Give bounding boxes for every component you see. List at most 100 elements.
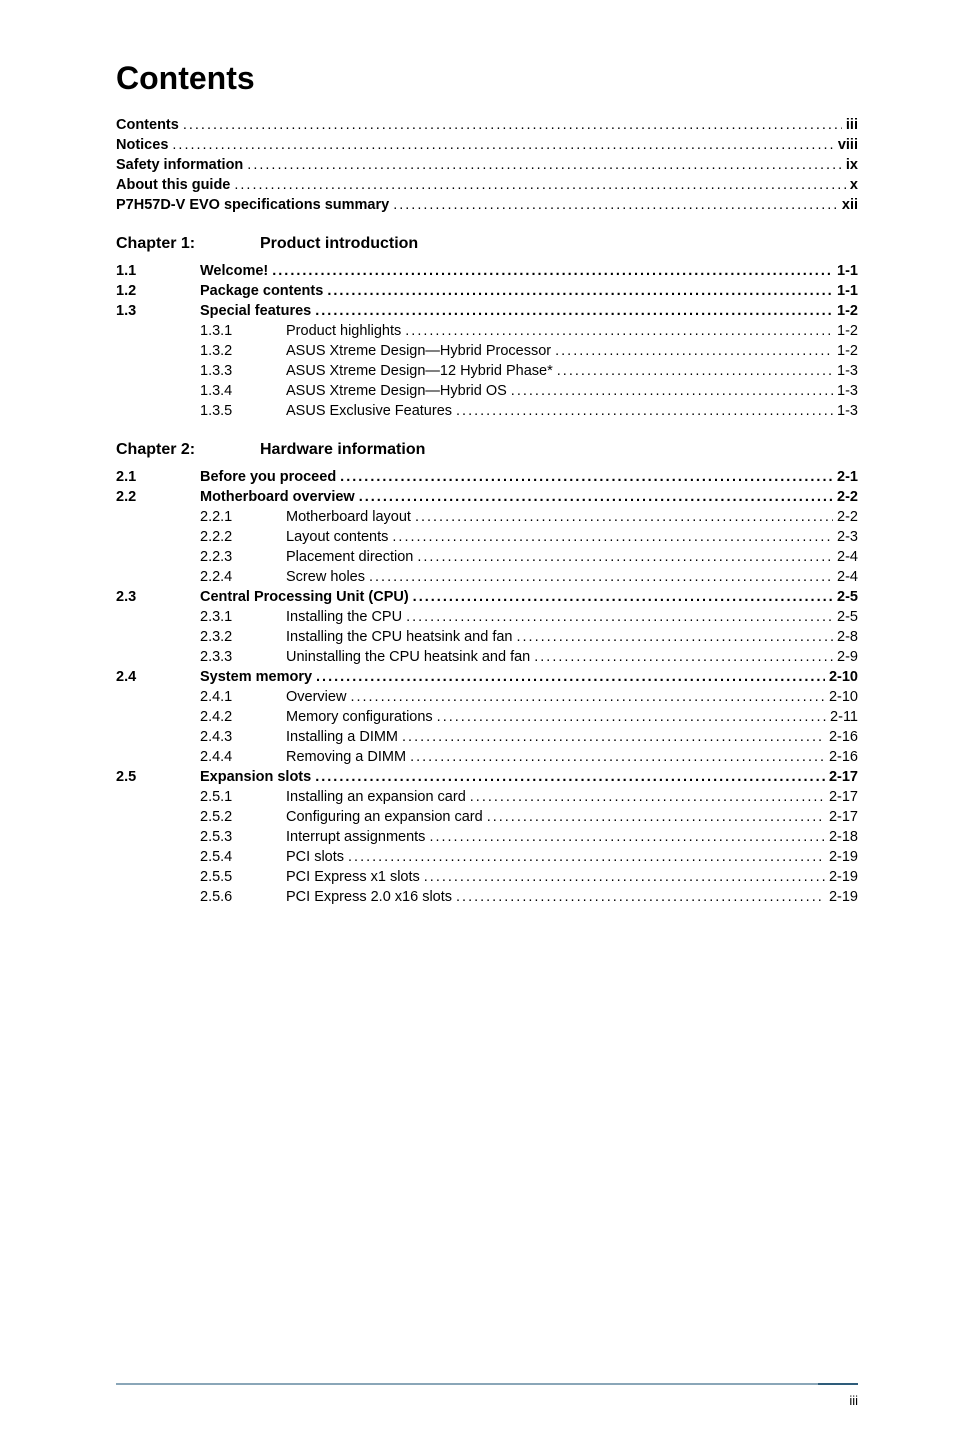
- leader-dots: [350, 689, 825, 705]
- subsection-number: 2.5.1: [200, 789, 286, 805]
- section-page: 2-2: [837, 489, 858, 505]
- front-matter-row: About this guidex: [116, 177, 858, 193]
- subsection-row: 1.3.5ASUS Exclusive Features1-3: [116, 403, 858, 419]
- toc-page: viii: [838, 137, 858, 153]
- subsection-number: 2.4.3: [200, 729, 286, 745]
- toc-label: Contents: [116, 117, 179, 133]
- subsection-number: 2.5.4: [200, 849, 286, 865]
- leader-dots: [487, 809, 825, 825]
- subsection-page: 2-19: [829, 869, 858, 885]
- subsection-number: 2.5.5: [200, 869, 286, 885]
- subsection-row: 2.5.4PCI slots 2-19: [116, 849, 858, 865]
- leader-dots: [415, 509, 833, 525]
- section-title: Before you proceed: [200, 469, 336, 485]
- toc-label: P7H57D-V EVO specifications summary: [116, 197, 389, 213]
- section-page: 1-1: [837, 283, 858, 299]
- leader-dots: [359, 489, 833, 505]
- section-title: Motherboard overview: [200, 489, 355, 505]
- section-title: System memory: [200, 669, 312, 685]
- section-page: 2-5: [837, 589, 858, 605]
- subsection-page: 2-8: [837, 629, 858, 645]
- section-title: Expansion slots: [200, 769, 311, 785]
- subsection-page: 2-16: [829, 749, 858, 765]
- chapters-container: Chapter 1:Product introduction1.1Welcome…: [116, 235, 858, 905]
- chapter-title: Hardware information: [260, 441, 858, 459]
- leader-dots: [406, 609, 833, 625]
- subsection-page: 2-19: [829, 889, 858, 905]
- subsection-title: Screw holes: [286, 569, 365, 585]
- subsection-page: 2-11: [830, 709, 858, 725]
- footer-line-main: [116, 1383, 858, 1385]
- subsection-page: 2-18: [829, 829, 858, 845]
- front-matter-row: P7H57D-V EVO specifications summaryxii: [116, 197, 858, 213]
- section-page: 2-10: [829, 669, 858, 685]
- subsection-row: 2.5.1Installing an expansion card2-17: [116, 789, 858, 805]
- subsection-row: 2.4.2Memory configurations 2-11: [116, 709, 858, 725]
- section-number: 2.4: [116, 669, 200, 685]
- subsection-number: 1.3.3: [200, 363, 286, 379]
- subsection-title: Motherboard layout: [286, 509, 411, 525]
- section-row: 2.5Expansion slots2-17: [116, 769, 858, 785]
- subsection-page: 1-2: [837, 343, 858, 359]
- subsection-page: 2-10: [829, 689, 858, 705]
- subsection-row: 2.5.6PCI Express 2.0 x16 slots2-19: [116, 889, 858, 905]
- section-row: 2.2Motherboard overview 2-2: [116, 489, 858, 505]
- section-row: 1.2Package contents1-1: [116, 283, 858, 299]
- subsection-number: 2.5.3: [200, 829, 286, 845]
- leader-dots: [410, 749, 825, 765]
- leader-dots: [405, 323, 833, 339]
- page: Contents ContentsiiiNoticesviiiSafety in…: [0, 0, 954, 1438]
- subsection-number: 2.4.1: [200, 689, 286, 705]
- subsection-title: Uninstalling the CPU heatsink and fan: [286, 649, 530, 665]
- subsection-row: 2.4.4Removing a DIMM2-16: [116, 749, 858, 765]
- leader-dots: [392, 529, 833, 545]
- leader-dots: [470, 789, 825, 805]
- subsection-row: 2.4.1Overview2-10: [116, 689, 858, 705]
- subsection-title: ASUS Exclusive Features: [286, 403, 452, 419]
- subsection-title: Configuring an expansion card: [286, 809, 483, 825]
- subsection-title: PCI Express 2.0 x16 slots: [286, 889, 452, 905]
- subsection-row: 2.3.2Installing the CPU heatsink and fan…: [116, 629, 858, 645]
- subsection-page: 2-4: [837, 569, 858, 585]
- subsection-number: 2.2.2: [200, 529, 286, 545]
- subsection-title: Layout contents: [286, 529, 388, 545]
- leader-dots: [517, 629, 834, 645]
- subsection-title: ASUS Xtreme Design—Hybrid OS: [286, 383, 507, 399]
- subsection-page: 2-4: [837, 549, 858, 565]
- subsection-number: 1.3.1: [200, 323, 286, 339]
- subsection-title: Memory configurations: [286, 709, 433, 725]
- chapter-title: Product introduction: [260, 235, 858, 253]
- toc-page: x: [850, 177, 858, 193]
- leader-dots: [417, 549, 833, 565]
- subsection-row: 2.2.3Placement direction2-4: [116, 549, 858, 565]
- leader-dots: [315, 303, 833, 319]
- footer-line: [116, 1383, 858, 1387]
- toc-page: ix: [846, 157, 858, 173]
- leader-dots: [272, 263, 833, 279]
- subsection-number: 2.4.2: [200, 709, 286, 725]
- leader-dots: [511, 383, 833, 399]
- leader-dots: [456, 403, 833, 419]
- toc-label: Safety information: [116, 157, 243, 173]
- section-number: 1.1: [116, 263, 200, 279]
- leader-dots: [534, 649, 833, 665]
- subsection-title: ASUS Xtreme Design—Hybrid Processor: [286, 343, 551, 359]
- subsection-page: 2-19: [829, 849, 858, 865]
- subsection-number: 2.2.4: [200, 569, 286, 585]
- subsection-page: 2-2: [837, 509, 858, 525]
- subsection-title: Placement direction: [286, 549, 413, 565]
- section-number: 2.5: [116, 769, 200, 785]
- leader-dots: [340, 469, 833, 485]
- subsection-row: 2.2.1Motherboard layout2-2: [116, 509, 858, 525]
- section-row: 2.4System memory 2-10: [116, 669, 858, 685]
- section-row: 2.3Central Processing Unit (CPU)2-5: [116, 589, 858, 605]
- subsection-page: 2-16: [829, 729, 858, 745]
- subsection-number: 2.3.3: [200, 649, 286, 665]
- subsection-title: ASUS Xtreme Design—12 Hybrid Phase*: [286, 363, 553, 379]
- leader-dots: [557, 363, 833, 379]
- subsection-row: 1.3.2ASUS Xtreme Design—Hybrid Processor…: [116, 343, 858, 359]
- toc-page: iii: [846, 117, 858, 133]
- subsection-title: PCI slots: [286, 849, 344, 865]
- subsection-number: 1.3.4: [200, 383, 286, 399]
- section-number: 2.2: [116, 489, 200, 505]
